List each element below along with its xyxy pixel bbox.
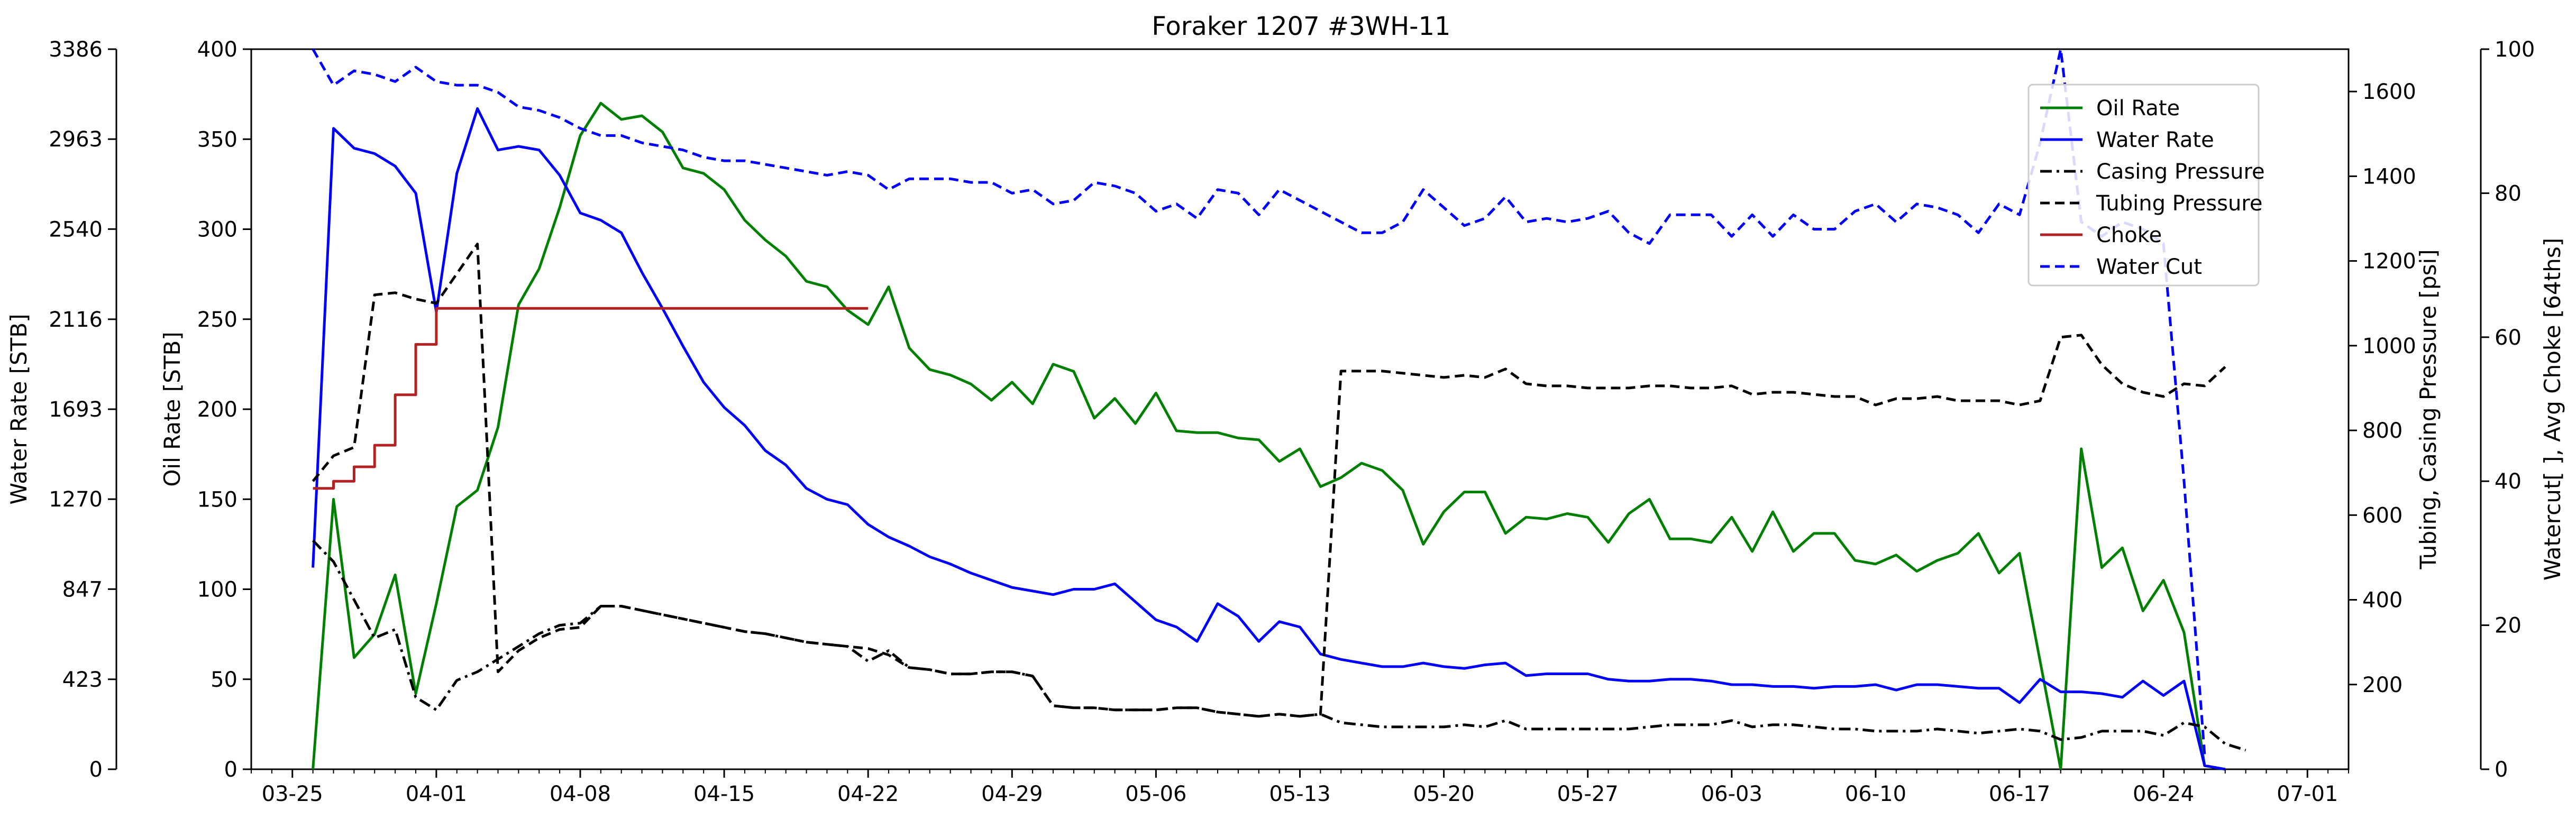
pressure-tick-label: 1600 [2362, 80, 2416, 104]
oil-rate-tick-label: 50 [211, 668, 237, 692]
pressure-tick-label: 1200 [2362, 250, 2416, 274]
oil-rate-tick-label: 150 [197, 487, 237, 512]
watercut-choke-tick-label: 100 [2495, 38, 2535, 62]
x-tick-label: 05-06 [1125, 782, 1186, 806]
x-tick-label: 06-10 [1845, 782, 1906, 806]
pressure-tick-label: 200 [2362, 673, 2403, 697]
pressure-tick-label: 800 [2362, 419, 2403, 443]
x-tick-label: 07-01 [2277, 782, 2338, 806]
water-rate-tick-label: 2963 [49, 127, 103, 152]
legend-label-water-rate: Water Rate [2096, 128, 2214, 152]
axes-layer: 03-25 04-01 04-08 04-15 04-22 04-29 05-06 05-13… [6, 38, 2565, 806]
legend-label-oil-rate: Oil Rate [2096, 96, 2180, 121]
watercut-choke-tick-label: 60 [2495, 326, 2522, 350]
x-tick-label: 04-29 [981, 782, 1043, 806]
x-tick-label: 04-01 [406, 782, 467, 806]
oil-rate-axis-label: Oil Rate [STB] [159, 331, 185, 486]
water-rate-axis-label: Water Rate [STB] [6, 314, 32, 504]
x-tick-label: 06-24 [2133, 782, 2194, 806]
water-rate-tick-label: 3386 [49, 38, 103, 62]
oil-rate-tick-label: 0 [224, 758, 237, 782]
watercut-choke-axis-label: Watercut[ ], Avg Choke [64ths] [2540, 238, 2565, 581]
pressure-tick-label: 1400 [2362, 164, 2416, 189]
oil-rate-tick-label: 350 [197, 127, 237, 152]
pressure-axis-label: Tubing, Casing Pressure [psi] [2415, 249, 2441, 569]
legend-box [2027, 84, 2260, 287]
pressure-tick-label: 400 [2362, 588, 2403, 613]
oil-rate-tick-label: 400 [197, 38, 237, 62]
choke-line [313, 307, 869, 490]
x-tick-label: 04-15 [693, 782, 755, 806]
tubing-pressure-line [312, 243, 2226, 718]
water-rate-tick-label: 2540 [49, 217, 103, 242]
x-tick-label: 03-25 [262, 782, 323, 806]
water-rate-tick-label: 2116 [49, 308, 103, 332]
watercut-choke-tick-label: 0 [2495, 758, 2508, 782]
watercut-choke-tick-label: 20 [2495, 614, 2522, 638]
water-rate-tick-label: 1693 [49, 398, 103, 422]
oil-rate-tick-label: 200 [197, 398, 237, 422]
x-tick-label: 05-13 [1269, 782, 1330, 806]
water-cut-line [312, 48, 2206, 755]
chart-title: Foraker 1207 #3WH-11 [1152, 12, 1450, 41]
water-rate-line [312, 107, 2226, 771]
oil-rate-tick-label: 300 [197, 218, 237, 242]
x-tick-label: 04-22 [837, 782, 899, 806]
pressure-tick-label: 1000 [2362, 334, 2416, 358]
x-tick-label: 05-27 [1557, 782, 1619, 806]
legend-label-choke: Choke [2096, 223, 2162, 247]
legend: Oil Rate Water Rate Casing Pressure Tubing … [2027, 84, 2265, 287]
water-rate-tick-label: 423 [62, 668, 103, 692]
legend-label-casing-pressure: Casing Pressure [2096, 160, 2265, 184]
x-tick-label: 06-03 [1701, 782, 1762, 806]
water-rate-tick-label: 1270 [49, 487, 103, 512]
oil-rate-line [312, 102, 2226, 771]
legend-label-water-cut: Water Cut [2096, 255, 2202, 279]
oil-rate-tick-label: 100 [197, 578, 237, 602]
watercut-choke-tick-label: 80 [2495, 181, 2522, 206]
water-rate-tick-label: 0 [89, 758, 103, 782]
water-rate-tick-label: 847 [62, 577, 103, 602]
watercut-choke-tick-label: 40 [2495, 469, 2522, 494]
x-tick-label: 04-08 [550, 782, 611, 806]
oil-rate-tick-label: 250 [197, 308, 237, 332]
legend-label-tubing-pressure: Tubing Pressure [2096, 191, 2262, 216]
x-tick-label: 06-17 [1989, 782, 2050, 806]
pressure-tick-label: 600 [2362, 503, 2403, 528]
x-tick-label: 05-20 [1413, 782, 1474, 806]
series-layer [312, 48, 2246, 771]
